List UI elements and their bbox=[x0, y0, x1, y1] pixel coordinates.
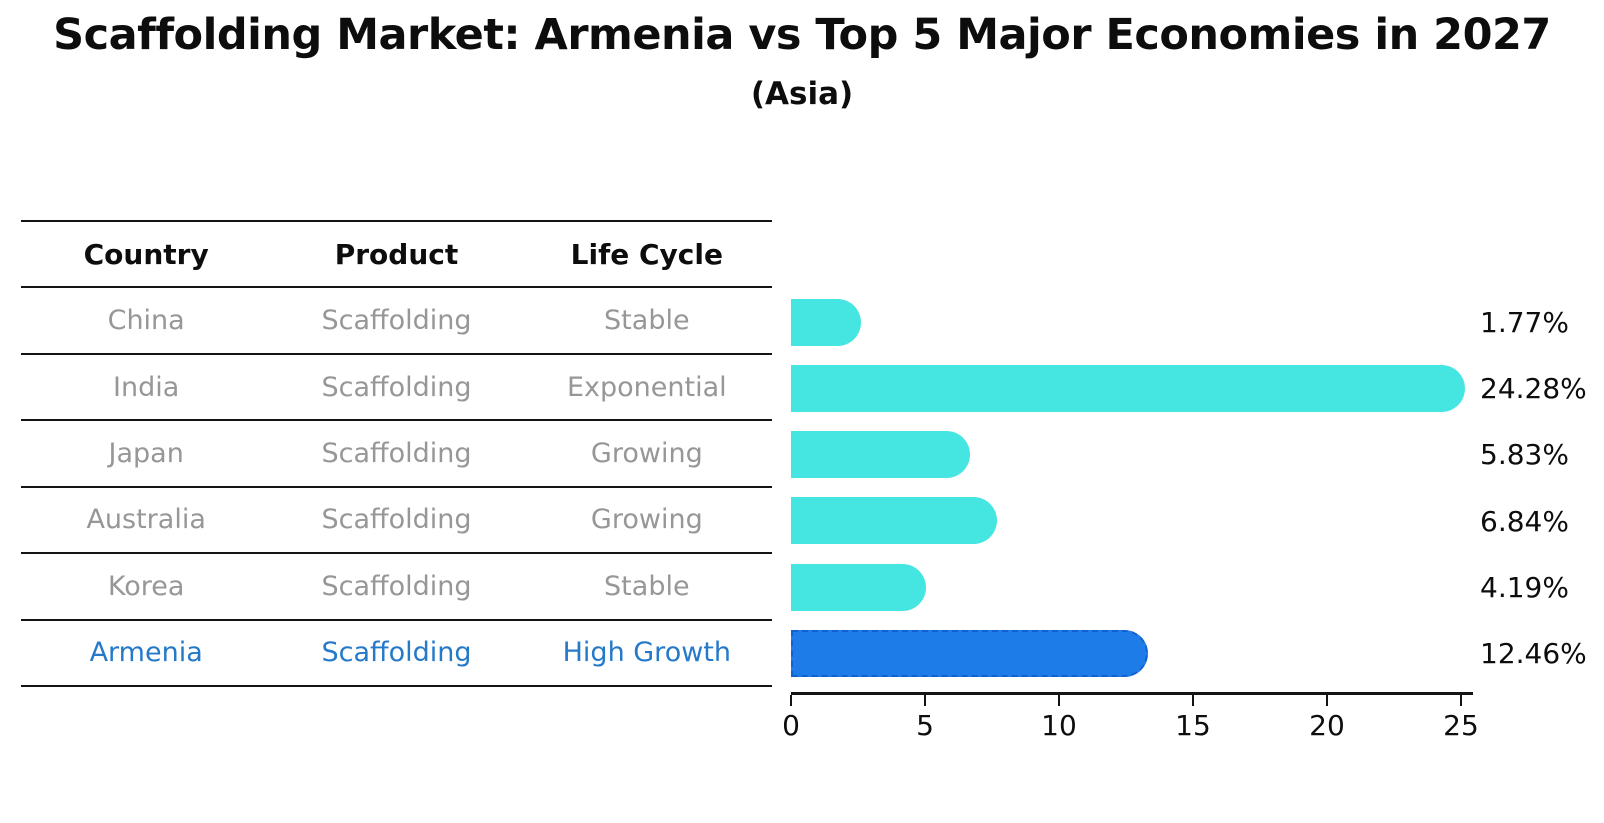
bar-row-india: 24.28% bbox=[791, 355, 1587, 421]
table-row-australia: Australia Scaffolding Growing bbox=[21, 485, 772, 552]
bar-value-armenia: 12.46% bbox=[1480, 637, 1587, 671]
column-header-life-cycle: Life Cycle bbox=[570, 237, 723, 271]
cell-life-cycle: Exponential bbox=[566, 371, 727, 403]
bar-value-australia: 6.84% bbox=[1480, 504, 1569, 538]
chart-subtitle: (Asia) bbox=[750, 76, 854, 112]
column-header-country: Country bbox=[83, 237, 209, 271]
cell-country: China bbox=[107, 305, 185, 337]
cell-product: Scaffolding bbox=[321, 305, 472, 337]
cell-life-cycle: Stable bbox=[604, 305, 690, 337]
tick-mark bbox=[790, 695, 792, 706]
tick-mark bbox=[1058, 695, 1060, 706]
bar-japan bbox=[791, 431, 971, 479]
cell-life-cycle: Growing bbox=[590, 437, 703, 469]
tick-mark bbox=[1192, 695, 1194, 706]
x-tick-label: 5 bbox=[916, 709, 934, 742]
cell-country: Japan bbox=[108, 437, 184, 469]
cell-product: Scaffolding bbox=[321, 570, 472, 602]
x-tick-label: 0 bbox=[782, 709, 800, 742]
bar-value-korea: 4.19% bbox=[1480, 570, 1569, 604]
x-axis: 0 5 10 15 20 25 bbox=[782, 692, 1479, 748]
column-header-product: Product bbox=[334, 237, 459, 271]
x-tick-label: 25 bbox=[1443, 709, 1479, 742]
bar-row-japan: 5.83% bbox=[791, 422, 1569, 488]
bar-row-china: 1.77% bbox=[791, 289, 1569, 355]
country-table: Country Product Life Cycle China Scaffol… bbox=[21, 220, 772, 687]
bar-value-china: 1.77% bbox=[1480, 305, 1569, 339]
chart-title: Scaffolding Market: Armenia vs Top 5 Maj… bbox=[53, 10, 1551, 60]
cell-product: Scaffolding bbox=[321, 504, 472, 536]
table-row-china: China Scaffolding Stable bbox=[21, 286, 772, 352]
x-tick-label: 15 bbox=[1175, 709, 1211, 742]
plot-area: 1.77% 24.28% 5.83% 6.84% 4.19% 12.46% bbox=[791, 289, 1587, 687]
table-row-japan: Japan Scaffolding Growing bbox=[21, 419, 772, 485]
cell-country: Australia bbox=[86, 504, 206, 536]
cell-life-cycle: High Growth bbox=[562, 637, 731, 669]
bar-china bbox=[791, 298, 862, 346]
cell-product: Scaffolding bbox=[321, 437, 472, 469]
bar-row-armenia: 12.46% bbox=[791, 621, 1587, 687]
cell-country: Korea bbox=[107, 570, 185, 602]
bar-armenia bbox=[791, 630, 1148, 678]
table-row-korea: Korea Scaffolding Stable bbox=[21, 552, 772, 618]
bar-row-australia: 6.84% bbox=[791, 488, 1569, 554]
tick-mark bbox=[1326, 695, 1328, 706]
tick-mark bbox=[1460, 695, 1462, 706]
bar-korea bbox=[791, 563, 927, 611]
cell-life-cycle: Growing bbox=[590, 504, 703, 536]
table-row-armenia: Armenia Scaffolding High Growth bbox=[21, 618, 772, 685]
x-tick-label: 20 bbox=[1309, 709, 1345, 742]
cell-country: India bbox=[113, 371, 180, 403]
table-row-india: India Scaffolding Exponential bbox=[21, 352, 772, 419]
cell-life-cycle: Stable bbox=[604, 570, 690, 602]
table-header-row: Country Product Life Cycle bbox=[21, 220, 772, 286]
x-tick-label: 10 bbox=[1041, 709, 1077, 742]
cell-product: Scaffolding bbox=[321, 371, 472, 403]
cell-product: Scaffolding bbox=[321, 637, 472, 669]
tick-mark bbox=[924, 695, 926, 706]
bar-value-india: 24.28% bbox=[1480, 371, 1587, 405]
bar-value-japan: 5.83% bbox=[1480, 438, 1569, 472]
cell-country: Armenia bbox=[89, 637, 203, 669]
bar-india bbox=[791, 364, 1465, 412]
bar-row-korea: 4.19% bbox=[791, 554, 1569, 620]
bar-australia bbox=[791, 497, 998, 545]
